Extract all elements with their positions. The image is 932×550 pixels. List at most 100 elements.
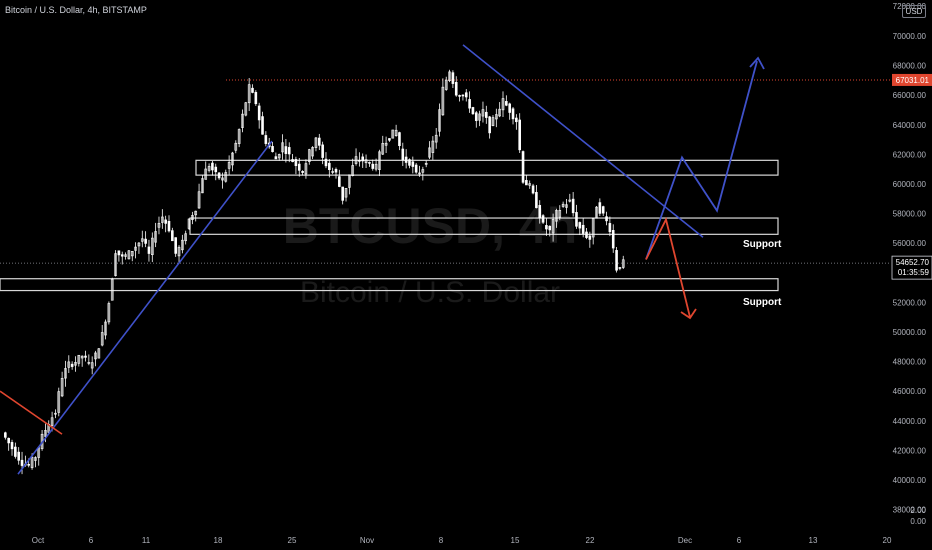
candle-body [134, 246, 137, 251]
candle-body [364, 159, 368, 164]
candle-body [10, 442, 14, 450]
candle-body [575, 212, 578, 227]
candle-body [317, 137, 321, 146]
candle-body [344, 187, 348, 198]
candle-body [154, 231, 157, 243]
candle-body [294, 159, 298, 167]
candle-body [4, 432, 7, 438]
candle-body [378, 151, 381, 170]
candle-body [324, 158, 328, 167]
candle-body [104, 321, 107, 336]
candle-body [431, 140, 435, 153]
candle-body [541, 215, 545, 223]
candle-body [414, 164, 418, 173]
downtrend-line [462, 44, 704, 238]
candle-body [384, 142, 388, 146]
candle-body [297, 163, 301, 171]
level-zone-box [195, 159, 779, 176]
time-axis: Oct 6 11 18 25 Nov 8 15 22 Dec 6 13 20 [32, 536, 892, 545]
candle-body [381, 143, 385, 155]
candle-body [177, 246, 181, 257]
candle-body [531, 185, 535, 194]
candle-body [241, 113, 244, 128]
time-tick-label: Nov [360, 536, 374, 545]
candle-body [561, 203, 565, 207]
candle-body [97, 348, 101, 359]
candle-body [114, 253, 117, 276]
time-tick-label: Dec [678, 536, 692, 545]
candle-body [551, 218, 555, 234]
candle-body [57, 391, 61, 413]
candle-body [94, 352, 97, 360]
time-tick-label: Oct [32, 536, 45, 545]
candle-body [100, 332, 104, 346]
candle-body [581, 224, 585, 234]
candle-body [257, 105, 261, 121]
price-tick-label: 38000.00 [893, 506, 927, 515]
candle-body [117, 250, 121, 256]
candle-body [505, 101, 508, 106]
candle-body [120, 254, 124, 257]
price-tick-label: 46000.00 [893, 387, 927, 396]
candle-body [271, 146, 274, 153]
candle-body [491, 117, 495, 127]
candle-body [164, 219, 167, 224]
time-tick-label: 6 [737, 536, 742, 545]
candle-body [284, 146, 288, 154]
price-tick-label: 62000.00 [893, 150, 927, 159]
candle-body [388, 138, 391, 141]
price-tick-label: 40000.00 [893, 476, 927, 485]
candle-body [565, 204, 568, 208]
time-tick-label: 6 [89, 536, 94, 545]
candle-body [354, 156, 358, 164]
candle-body [54, 412, 57, 415]
candle-body [130, 251, 134, 257]
candle-body [358, 160, 361, 162]
candle-body [461, 94, 465, 97]
candle-body [334, 169, 338, 173]
currency-badge[interactable]: USD [902, 5, 926, 18]
candle-body [247, 84, 251, 104]
level-zone-box [0, 278, 779, 292]
candle-body [17, 451, 21, 461]
candle-body [451, 72, 455, 84]
time-tick-label: 18 [214, 536, 223, 545]
candle-body [595, 206, 598, 219]
price-tick-label: 42000.00 [893, 446, 927, 455]
projection-down-arrowhead [680, 308, 697, 320]
candle-body [618, 267, 622, 269]
candle-body [7, 437, 10, 444]
bar-countdown-label: 01:35:59 [898, 268, 930, 277]
candle-body [301, 171, 304, 173]
candle-body [237, 129, 241, 144]
candle-body [124, 254, 127, 257]
candle-body [404, 156, 408, 163]
candle-body [287, 147, 291, 155]
candles [4, 69, 625, 475]
old-downtrend-line [0, 390, 63, 435]
candle-body [167, 221, 171, 232]
price-tick-label: 72000.00 [893, 2, 927, 11]
candle-body [264, 135, 268, 144]
candle-body [251, 87, 254, 93]
levels [0, 79, 890, 292]
candle-body [515, 117, 518, 123]
candle-body [34, 457, 37, 461]
candle-body [548, 225, 552, 231]
candle-body [518, 119, 522, 151]
candle-body [211, 162, 214, 171]
candle-body [374, 163, 378, 170]
candle-body [441, 86, 445, 116]
candle-body [464, 92, 468, 98]
time-tick-label: 20 [883, 536, 892, 545]
candle-body [498, 108, 501, 117]
candle-body [535, 192, 538, 209]
candle-body [231, 152, 234, 166]
price-tick-label: 52000.00 [893, 298, 927, 307]
candle-body [428, 147, 431, 158]
candle-body [161, 216, 164, 223]
candle-body [181, 239, 184, 251]
candle-body [227, 162, 231, 169]
